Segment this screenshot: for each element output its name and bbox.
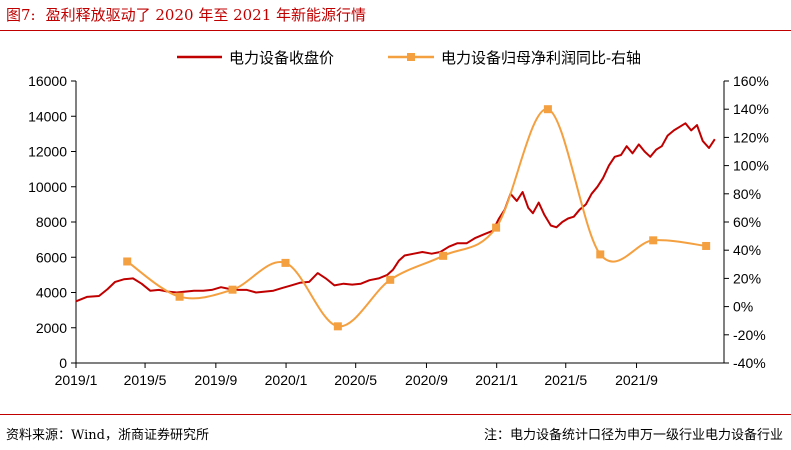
x-tick-label: 2019/5 <box>124 372 167 388</box>
yoy-marker <box>439 251 448 260</box>
yoy-marker <box>281 258 290 267</box>
y-left-tick-label: 10000 <box>28 179 67 195</box>
yoy-marker <box>492 223 501 232</box>
y-left-tick-label: 2000 <box>36 320 67 336</box>
yoy-marker <box>702 241 711 250</box>
y-right-tick-label: 0% <box>733 299 753 315</box>
price-series-line <box>75 122 716 303</box>
y-right-tick-label: 60% <box>733 214 761 230</box>
x-tick-label: 2019/1 <box>55 372 98 388</box>
x-tick-label: 2021/5 <box>544 372 587 388</box>
y-left-tick-label: 8000 <box>36 214 67 230</box>
y-right-tick-label: -40% <box>733 355 766 371</box>
y-right-tick-label: 160% <box>733 73 769 89</box>
figure-number: 图7: <box>6 6 36 24</box>
footnote: 注：电力设备统计口径为申万一级行业电力设备行业 <box>483 428 783 443</box>
yoy-marker <box>175 292 184 301</box>
yoy-marker <box>228 285 237 294</box>
yoy-marker <box>649 236 658 245</box>
y-right-tick-label: 80% <box>733 186 761 202</box>
y-right-tick-label: 120% <box>733 129 769 145</box>
x-tick-label: 2020/5 <box>334 372 377 388</box>
y-right-tick-label: 140% <box>733 101 769 117</box>
figure-title: 图7: 盈利释放驱动了 2020 年至 2021 年新能源行情 <box>6 4 366 25</box>
yoy-marker <box>123 257 132 266</box>
chart: 0 2000 4000 6000 8000 10000 12000 14000 16000 -40… <box>28 49 769 388</box>
legend-price-label: 电力设备收盘价 <box>229 49 334 67</box>
source-note: 资料来源：Wind，浙商证券研究所 <box>6 428 209 443</box>
y-right-tick-label: -20% <box>733 327 766 343</box>
y-left-tick-label: 12000 <box>28 144 67 160</box>
y-left-tick-label: 6000 <box>36 249 67 265</box>
yoy-marker <box>333 322 342 331</box>
legend-yoy-label: 电力设备归母净利润同比-右轴 <box>441 50 641 67</box>
yoy-marker <box>543 105 552 114</box>
yoy-marker <box>596 250 605 259</box>
y-right-tick-label: 40% <box>733 242 761 258</box>
y-left-tick-label: 14000 <box>28 108 67 124</box>
figure-title-text: 盈利释放驱动了 2020 年至 2021 年新能源行情 <box>45 6 367 24</box>
bottom-rule <box>0 414 791 415</box>
x-tick-label: 2019/9 <box>194 372 237 388</box>
top-rule <box>0 30 791 31</box>
y-left-tick-label: 4000 <box>36 285 67 301</box>
x-tick-label: 2020/1 <box>265 372 308 388</box>
legend-yoy-marker <box>407 53 415 61</box>
y-right-tick-label: 20% <box>733 270 761 286</box>
x-tick-label: 2021/9 <box>615 372 658 388</box>
x-tick-label: 2020/9 <box>405 372 448 388</box>
y-left-tick-label: 16000 <box>28 73 67 89</box>
yoy-marker <box>386 275 395 284</box>
yoy-series-line <box>126 108 707 328</box>
x-tick-label: 2021/1 <box>475 372 518 388</box>
y-right-tick-label: 100% <box>733 158 769 174</box>
y-left-tick-label: 0 <box>59 355 67 371</box>
